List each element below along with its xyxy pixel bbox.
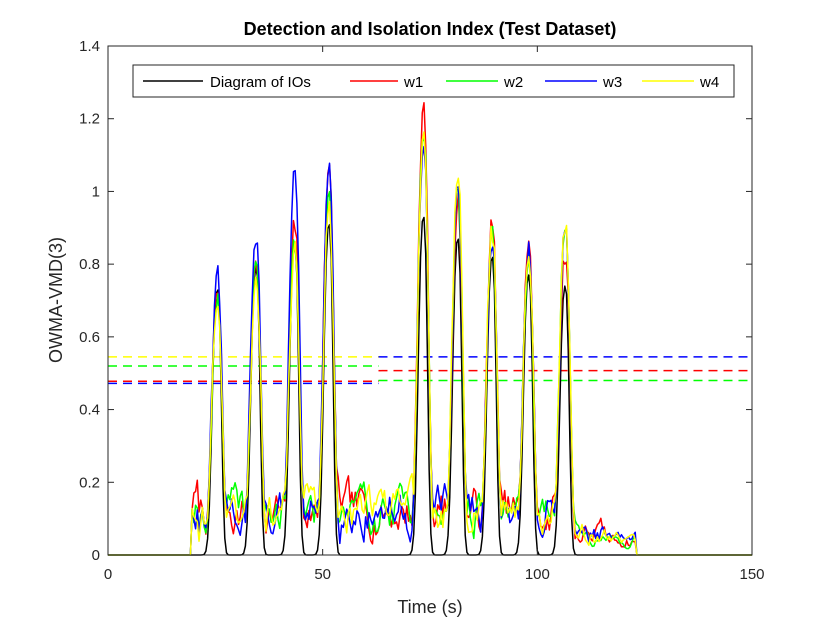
y-tick-label: 1 bbox=[92, 183, 100, 200]
y-tick-label: 0.6 bbox=[79, 329, 100, 346]
x-tick-label: 150 bbox=[739, 566, 764, 583]
legend-label-0: Diagram of IOs bbox=[210, 74, 311, 91]
axis-ticks: 0 50 100 150 0 0.2 0.4 0.6 0.8 1 1.2 1.4 bbox=[79, 38, 764, 583]
legend-label-3: w3 bbox=[602, 74, 622, 91]
y-tick-label: 1.2 bbox=[79, 111, 100, 128]
y-tick-label: 0.2 bbox=[79, 474, 100, 491]
y-tick-label: 0.8 bbox=[79, 256, 100, 273]
y-tick-label: 0 bbox=[92, 547, 100, 564]
legend-label-4: w4 bbox=[699, 74, 719, 91]
legend-label-1: w1 bbox=[403, 74, 423, 91]
plot-frame bbox=[107, 45, 753, 556]
x-tick-label: 100 bbox=[525, 566, 550, 583]
chart-title: Detection and Isolation Index (Test Data… bbox=[244, 19, 617, 39]
legend: Diagram of IOs w1 w2 w3 w4 bbox=[132, 64, 735, 98]
y-axis-title: OWMA-VMD(3) bbox=[46, 237, 66, 363]
y-tick-label: 0.4 bbox=[79, 402, 100, 419]
y-tick-label: 1.4 bbox=[79, 38, 100, 55]
legend-entries: Diagram of IOs w1 w2 w3 w4 bbox=[143, 74, 719, 91]
x-tick-label: 50 bbox=[314, 566, 331, 583]
legend-label-2: w2 bbox=[503, 74, 523, 91]
x-axis-title: Time (s) bbox=[397, 597, 462, 617]
legend-box bbox=[132, 64, 735, 98]
x-tick-label: 0 bbox=[104, 566, 112, 583]
